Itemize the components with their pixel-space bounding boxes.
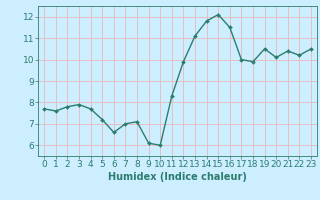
X-axis label: Humidex (Indice chaleur): Humidex (Indice chaleur) xyxy=(108,172,247,182)
